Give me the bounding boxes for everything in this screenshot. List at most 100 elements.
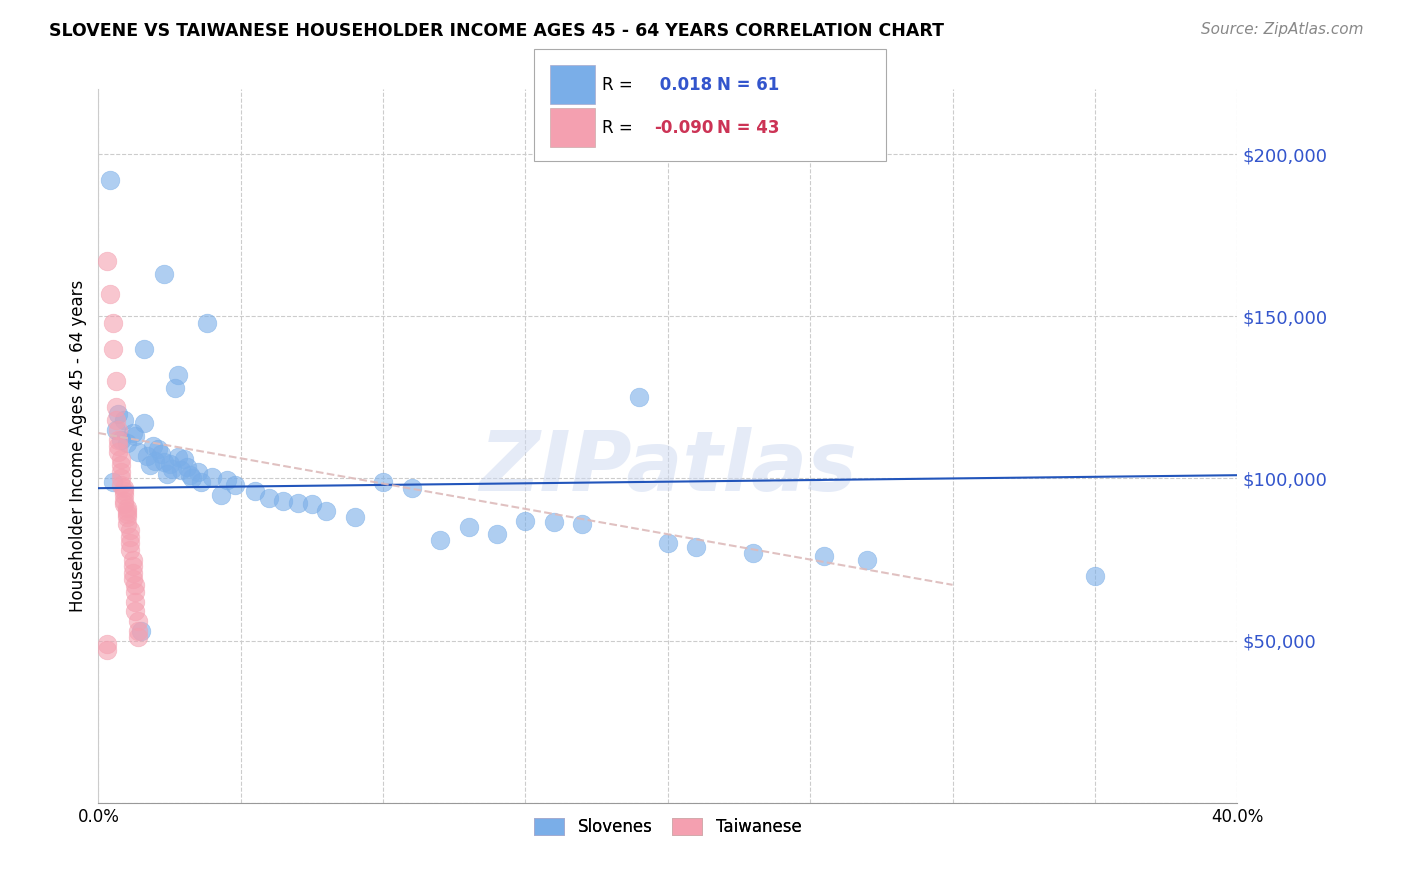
Point <box>173 452 195 467</box>
Point <box>628 390 651 404</box>
Point <box>287 496 309 510</box>
Point <box>98 173 121 187</box>
Point <box>121 566 143 580</box>
Point <box>104 423 127 437</box>
Point <box>124 604 146 618</box>
Point <box>110 471 132 485</box>
Point <box>112 413 135 427</box>
Point <box>118 542 141 557</box>
Text: N = 43: N = 43 <box>717 119 779 136</box>
Point <box>104 374 127 388</box>
Point <box>657 536 679 550</box>
Point <box>159 457 181 471</box>
Point <box>124 429 146 443</box>
Point <box>373 475 395 489</box>
Point <box>104 400 127 414</box>
Point <box>856 552 879 566</box>
Point <box>150 447 173 461</box>
Point <box>112 497 135 511</box>
Point <box>110 458 132 473</box>
Point <box>118 536 141 550</box>
Point <box>167 368 190 382</box>
FancyBboxPatch shape <box>534 49 886 161</box>
Point <box>742 546 765 560</box>
Point <box>167 450 190 465</box>
Point <box>457 520 479 534</box>
Point <box>107 407 129 421</box>
Point <box>813 549 835 564</box>
Point <box>98 286 121 301</box>
Point <box>124 578 146 592</box>
Point <box>486 526 509 541</box>
Point <box>162 461 184 475</box>
Point <box>115 500 138 515</box>
Point <box>121 559 143 574</box>
Text: R =: R = <box>602 119 638 136</box>
Point <box>148 442 170 457</box>
Point <box>96 254 118 268</box>
Point <box>273 494 295 508</box>
Point <box>101 475 124 489</box>
Point <box>187 465 209 479</box>
Point <box>112 484 135 499</box>
Text: ZIPatlas: ZIPatlas <box>479 427 856 508</box>
Point <box>170 463 193 477</box>
Point <box>112 488 135 502</box>
Point <box>112 494 135 508</box>
Point <box>153 267 176 281</box>
Point <box>127 631 149 645</box>
Point <box>115 504 138 518</box>
Y-axis label: Householder Income Ages 45 - 64 years: Householder Income Ages 45 - 64 years <box>69 280 87 612</box>
Point <box>153 455 176 469</box>
Point <box>96 643 118 657</box>
Point <box>543 515 565 529</box>
Point <box>104 413 127 427</box>
Point <box>176 460 198 475</box>
Point <box>110 433 132 447</box>
Point <box>124 585 146 599</box>
Point <box>96 637 118 651</box>
Point <box>124 595 146 609</box>
Legend: Slovenes, Taiwanese: Slovenes, Taiwanese <box>526 810 810 845</box>
Point <box>179 468 201 483</box>
Point <box>110 452 132 467</box>
Point <box>107 445 129 459</box>
Point <box>1084 568 1107 582</box>
Point <box>115 510 138 524</box>
Point <box>209 488 232 502</box>
Text: 0.018: 0.018 <box>654 76 711 94</box>
Point <box>132 342 155 356</box>
Point <box>195 316 218 330</box>
Text: N = 61: N = 61 <box>717 76 779 94</box>
Point <box>181 471 204 485</box>
Point <box>201 470 224 484</box>
Point <box>259 491 281 505</box>
Point <box>141 439 163 453</box>
Text: -0.090: -0.090 <box>654 119 713 136</box>
Point <box>107 433 129 447</box>
Point <box>224 478 246 492</box>
Point <box>127 445 149 459</box>
Point <box>215 473 238 487</box>
Point <box>401 481 423 495</box>
Point <box>115 516 138 531</box>
Point <box>127 624 149 638</box>
Point <box>315 504 337 518</box>
Point <box>110 465 132 479</box>
Text: Source: ZipAtlas.com: Source: ZipAtlas.com <box>1201 22 1364 37</box>
Point <box>112 481 135 495</box>
Point <box>107 423 129 437</box>
Point <box>121 425 143 440</box>
Point <box>118 530 141 544</box>
Point <box>301 497 323 511</box>
Point <box>243 484 266 499</box>
Text: R =: R = <box>602 76 638 94</box>
Point <box>132 417 155 431</box>
Point <box>343 510 366 524</box>
Point <box>156 467 179 481</box>
Point <box>685 540 707 554</box>
FancyBboxPatch shape <box>550 108 595 147</box>
Point <box>127 614 149 628</box>
Point <box>429 533 451 547</box>
Point <box>145 453 167 467</box>
